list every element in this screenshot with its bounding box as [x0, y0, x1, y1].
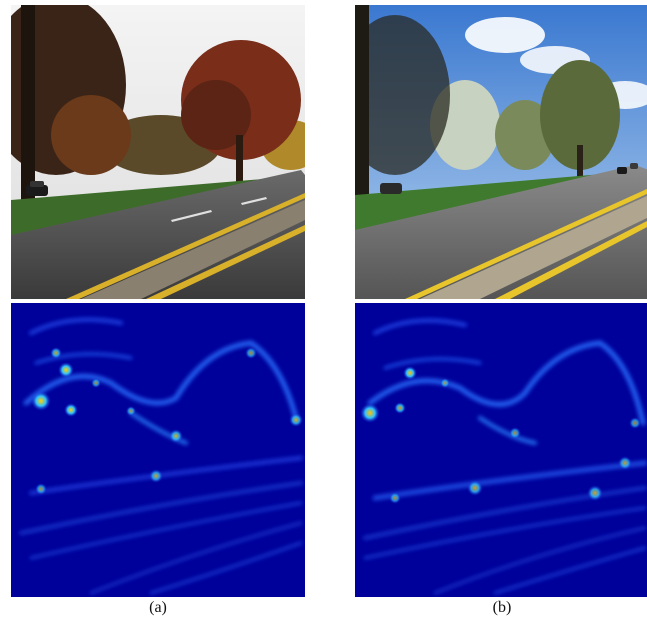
saliency-heatmap-b [355, 303, 647, 597]
road-photo-b [355, 5, 647, 299]
caption-b: (b) [492, 599, 512, 616]
road-photo-a [11, 5, 305, 299]
caption-a: (a) [149, 599, 167, 616]
saliency-heatmap-a [11, 303, 305, 597]
